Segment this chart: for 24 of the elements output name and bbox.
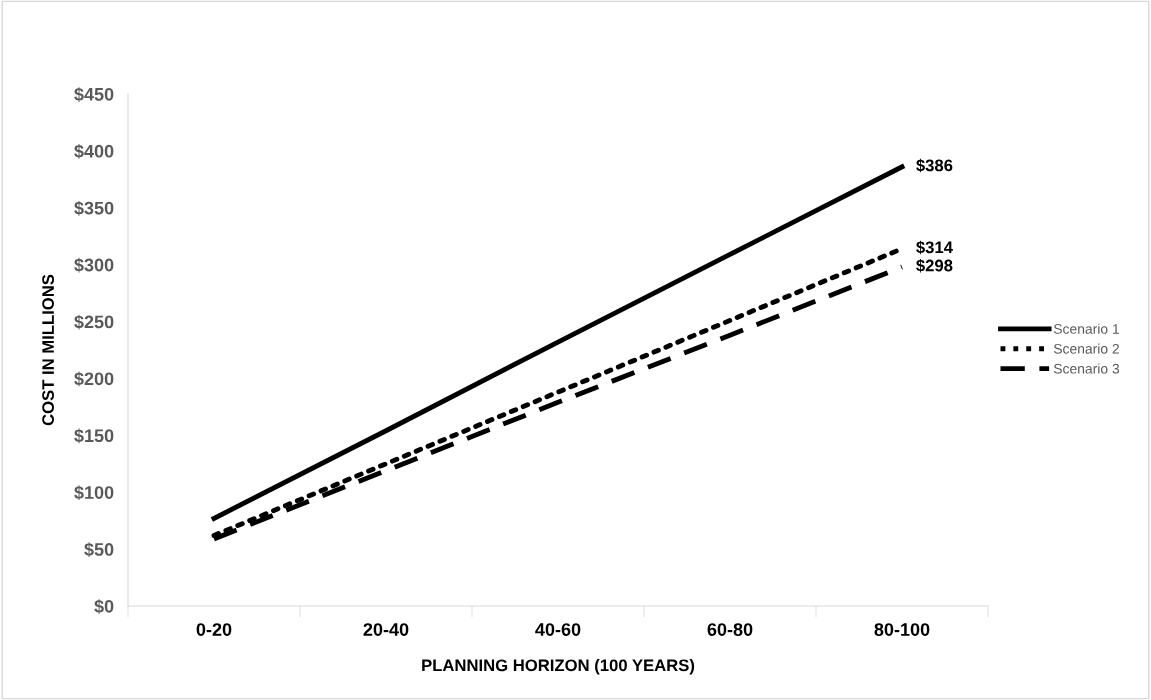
- legend-label: Scenario 2: [1053, 343, 1119, 354]
- y-tick-label: $100: [74, 485, 114, 501]
- y-tick-label: $250: [74, 314, 114, 330]
- x-tick-label: 60-80: [707, 623, 753, 636]
- y-tick-label: $350: [74, 200, 114, 216]
- y-tick-label: $0: [94, 599, 114, 614]
- x-tick-label: 0-20: [196, 623, 232, 636]
- y-tick-label: $400: [74, 144, 114, 159]
- y-tick-label: $450: [74, 87, 114, 102]
- y-tick-label: $150: [74, 428, 114, 444]
- y-tick-label: $50: [84, 542, 114, 557]
- data-label: $386: [916, 158, 953, 173]
- legend-label: Scenario 3: [1053, 363, 1120, 374]
- x-tick-label: 20-40: [363, 623, 409, 636]
- y-axis-title: COST IN MILLIONS: [42, 274, 54, 426]
- line-series: [211, 164, 905, 521]
- data-label: $314: [916, 240, 953, 255]
- legend-label: Scenario 1: [1053, 323, 1119, 334]
- x-tick-label: 40-60: [535, 623, 581, 636]
- x-axis-title: PLANNING HORIZON (100 YEARS): [422, 658, 695, 675]
- data-label: $298: [916, 258, 953, 273]
- y-tick-label: $300: [74, 257, 114, 273]
- y-tick-label: $200: [74, 371, 114, 387]
- x-tick-label: 80-100: [874, 623, 930, 636]
